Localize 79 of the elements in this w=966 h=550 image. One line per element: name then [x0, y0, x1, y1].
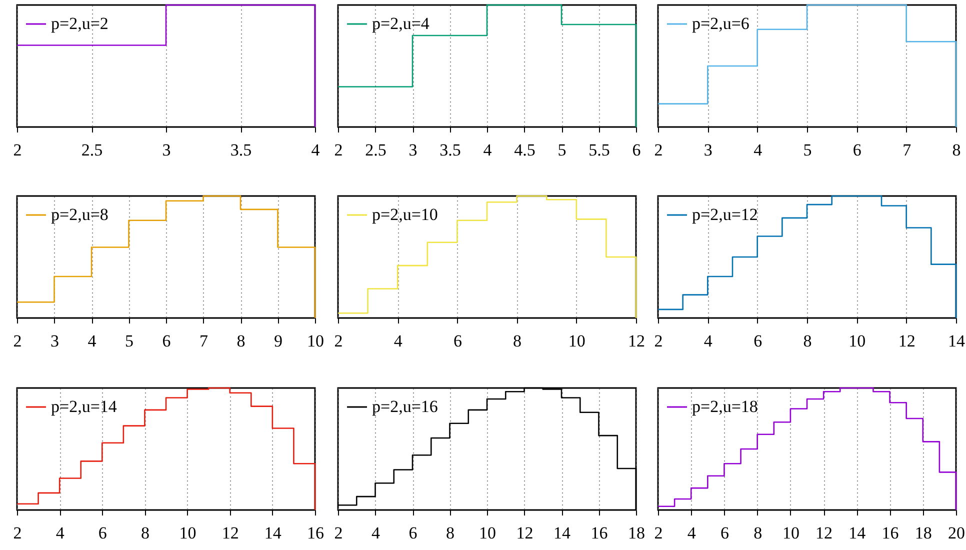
- x-tick-label: 6: [720, 524, 729, 542]
- x-tick-label: 8: [803, 332, 812, 350]
- x-tick-label: 3: [50, 332, 59, 350]
- x-tick-label: 6: [162, 332, 171, 350]
- x-tick-label: 3: [162, 140, 171, 160]
- x-tick-label: 5: [558, 140, 566, 160]
- x-tick-label: 12: [516, 524, 534, 542]
- x-tick-label: 10: [782, 524, 800, 542]
- x-tick-label: 2: [654, 524, 663, 542]
- x-tick-label: 3.5: [230, 140, 252, 160]
- x-tick-label: 6: [408, 524, 418, 542]
- x-tick-label: 3: [704, 140, 712, 160]
- x-tick-label: 16: [882, 524, 899, 542]
- x-tick-label: 8: [754, 524, 762, 542]
- x-tick-label: 2.5: [365, 140, 386, 160]
- x-tick-label: 6: [632, 140, 641, 160]
- x-tick-label: 10: [848, 332, 866, 350]
- x-tick-label: 10: [179, 524, 196, 542]
- x-tick-label: 14: [554, 524, 571, 542]
- x-tick-label: 20: [948, 524, 965, 542]
- x-tick-label: 10: [307, 332, 324, 350]
- x-tick-label: 8: [140, 524, 150, 542]
- x-tick-label: 12: [628, 332, 645, 350]
- x-tick-label: 4: [394, 332, 403, 350]
- x-tick-label: 12: [898, 332, 916, 350]
- legend-label: p=2,u=10: [372, 205, 438, 224]
- x-tick-label: 6: [98, 524, 107, 542]
- x-tick-label: 12: [816, 524, 833, 542]
- x-tick-label: 7: [902, 140, 912, 160]
- x-tick-label: 5.5: [588, 140, 610, 160]
- x-tick-label: 14: [264, 524, 282, 542]
- x-tick-label: 4: [483, 140, 492, 160]
- x-tick-label: 14: [848, 524, 866, 542]
- x-tick-label: 8: [952, 140, 961, 160]
- x-tick-label: 2: [334, 140, 343, 160]
- x-tick-label: 4: [311, 140, 320, 160]
- x-tick-label: 18: [914, 524, 932, 542]
- x-tick-label: 2: [13, 332, 22, 350]
- legend-label: p=2,u=2: [51, 14, 108, 33]
- x-tick-label: 8: [513, 332, 522, 350]
- x-tick-label: 4: [704, 332, 713, 350]
- x-tick-label: 16: [590, 524, 608, 542]
- x-tick-label: 2: [334, 524, 343, 542]
- legend-label: p=2,u=14: [51, 397, 118, 416]
- x-tick-label: 4.5: [514, 140, 536, 160]
- x-tick-label: 4: [372, 524, 380, 542]
- legend-label: p=2,u=12: [692, 205, 758, 224]
- legend-label: p=2,u=4: [372, 14, 430, 33]
- x-tick-label: 6: [852, 140, 862, 160]
- x-tick-label: 7: [200, 332, 208, 350]
- x-tick-label: 9: [274, 332, 282, 350]
- x-tick-label: 16: [307, 524, 324, 542]
- x-tick-label: 12: [222, 524, 239, 542]
- x-tick-label: 2: [334, 332, 343, 350]
- x-tick-label: 14: [948, 332, 966, 350]
- x-tick-label: 2: [654, 140, 663, 160]
- x-tick-label: 2: [654, 332, 663, 350]
- legend-label: p=2,u=18: [692, 397, 758, 416]
- x-tick-label: 4: [56, 524, 65, 542]
- x-tick-label: 5: [125, 332, 134, 350]
- x-tick-label: 18: [628, 524, 645, 542]
- x-tick-label: 4: [687, 524, 696, 542]
- x-tick-label: 2: [13, 140, 22, 160]
- x-tick-label: 8: [236, 332, 246, 350]
- x-tick-label: 6: [754, 332, 762, 350]
- x-tick-label: 10: [568, 332, 586, 350]
- legend-label: p=2,u=8: [51, 205, 108, 224]
- x-tick-label: 10: [479, 524, 496, 542]
- x-tick-label: 3.5: [440, 140, 461, 160]
- x-tick-label: 4: [754, 140, 763, 160]
- legend-label: p=2,u=6: [692, 14, 750, 33]
- x-tick-label: 6: [453, 332, 462, 350]
- x-tick-label: 8: [446, 524, 454, 542]
- x-tick-label: 2: [13, 524, 22, 542]
- x-tick-label: 3: [408, 140, 418, 160]
- x-tick-label: 5: [803, 140, 812, 160]
- legend-label: p=2,u=16: [372, 397, 438, 416]
- x-tick-label: 4: [88, 332, 97, 350]
- x-tick-label: 2.5: [81, 140, 103, 160]
